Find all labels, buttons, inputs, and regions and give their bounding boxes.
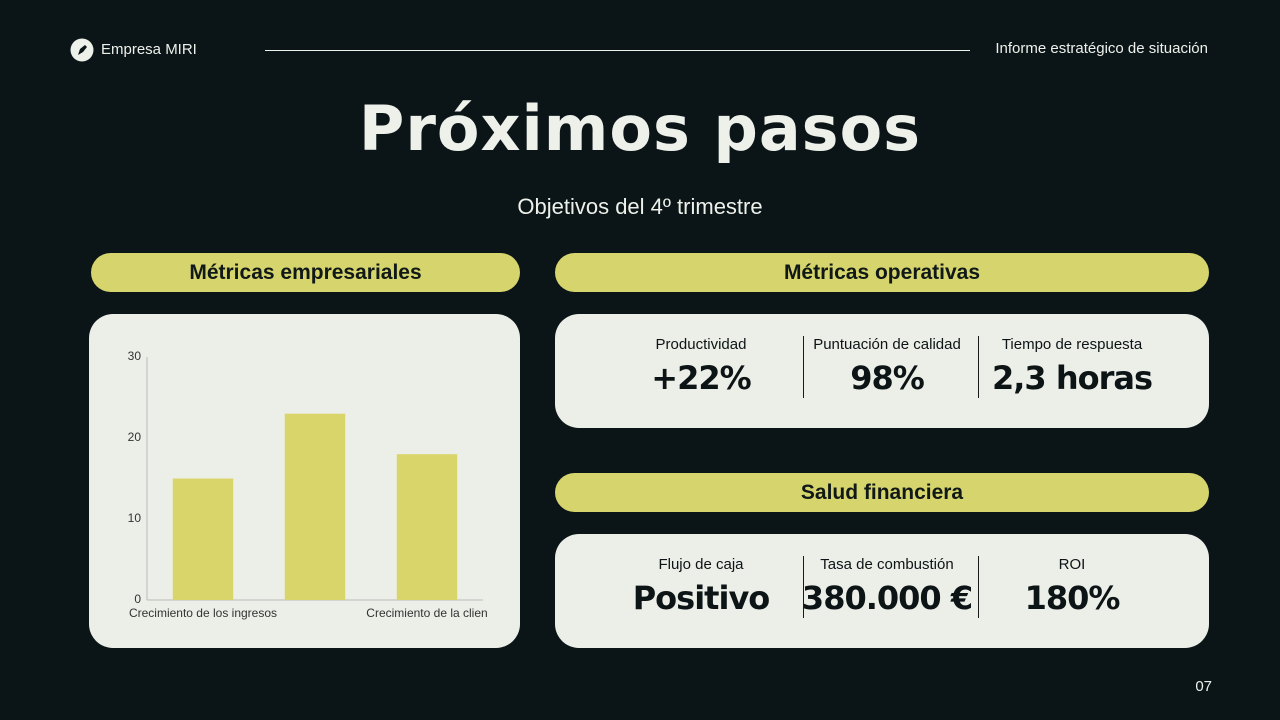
header-rule (265, 50, 970, 51)
metric-label: Flujo de caja (658, 556, 744, 573)
metric: Productividad +22% (611, 336, 791, 397)
metric: ROI 180% (982, 556, 1162, 617)
metric-value: +22% (651, 359, 751, 397)
y-tick-label: 10 (128, 511, 142, 525)
metric-value: 98% (850, 359, 925, 397)
y-tick-label: 30 (128, 349, 142, 363)
title: Próximos pasos (358, 92, 922, 165)
metrics-card: Productividad +22% Puntuación de calidad 98… (555, 314, 1209, 428)
metric-label: Puntuación de calidad (813, 336, 961, 353)
page-number: 07 (1195, 678, 1212, 695)
metric: Flujo de caja Positivo (611, 556, 791, 617)
chart-card: 0 10 20 30 Crecimiento de los ingresos Crecim… (89, 314, 520, 648)
x-tick-label: Crecimiento de los ingresos (129, 606, 277, 620)
chart: 0 10 20 30 Crecimiento de los ingresos Crecim… (128, 349, 488, 620)
metric-value: 2,3 horas (991, 359, 1153, 397)
metric: Tiempo de respuesta 2,3 horas (982, 336, 1162, 397)
divider (978, 556, 979, 618)
y-tick-label: 0 (134, 592, 141, 606)
bar (284, 413, 346, 600)
metric: Tasa de combustión 380.000 € (797, 556, 977, 617)
divider (803, 336, 804, 398)
metric-value: 180% (1024, 579, 1121, 617)
metric-value: 380.000 € (801, 579, 973, 617)
metric-label: Tiempo de respuesta (1001, 336, 1143, 353)
section-heading: Métricas empresariales (91, 253, 520, 292)
bar (396, 454, 458, 600)
bar (172, 478, 234, 600)
metric-label: ROI (1058, 556, 1086, 573)
logo (70, 38, 94, 62)
company-name: Empresa MIRI (101, 41, 197, 58)
x-tick-label: Crecimiento de la clien (366, 606, 487, 620)
section-heading: Métricas operativas (555, 253, 1209, 292)
section-heading: Salud financiera (555, 473, 1209, 512)
divider (978, 336, 979, 398)
subtitle: Objetivos del 4º trimestre (517, 194, 763, 219)
metric-value: Positivo (632, 579, 771, 617)
metrics-card: Flujo de caja Positivo Tasa de combustión 3… (555, 534, 1209, 648)
metric: Puntuación de calidad 98% (797, 336, 977, 397)
metric-label: Tasa de combustión (820, 556, 954, 573)
report-name: Informe estratégico de situación (995, 40, 1208, 57)
divider (803, 556, 804, 618)
y-tick-label: 20 (128, 430, 142, 444)
metric-label: Productividad (655, 336, 747, 353)
